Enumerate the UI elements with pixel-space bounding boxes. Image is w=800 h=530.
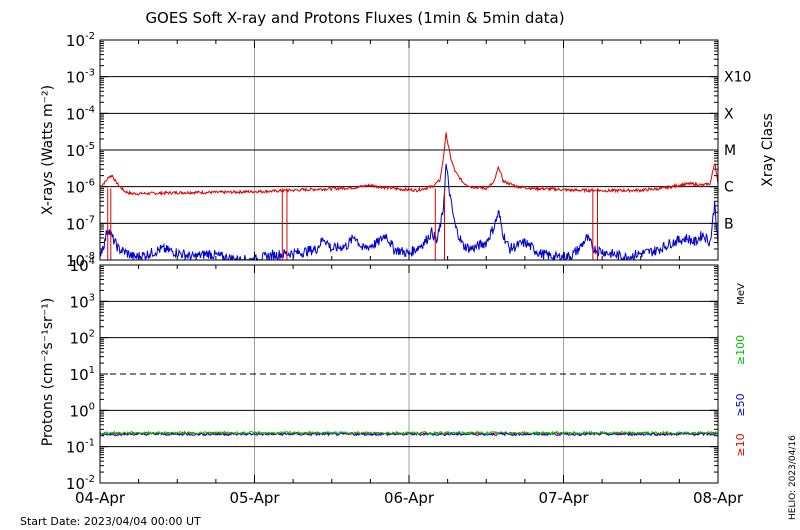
y-tick-label: 10-2 xyxy=(66,474,95,493)
xray-class-label: B xyxy=(724,216,734,232)
energy-legend-label: ≥10 xyxy=(734,433,747,456)
xray-series-line xyxy=(99,163,719,262)
y-tick-label: 10-3 xyxy=(66,68,95,87)
energy-legend-label: ≥100 xyxy=(734,335,747,365)
x-tick-label: 07-Apr xyxy=(538,489,589,507)
y-tick-base: 10 xyxy=(66,69,85,87)
xray-series-line xyxy=(99,132,719,196)
xray-class-label: X10 xyxy=(724,70,751,86)
y-tick-label: 10-1 xyxy=(66,438,95,457)
y-tick-base: 10 xyxy=(66,32,85,50)
start-date-label: Start Date: 2023/04/04 00:00 UT xyxy=(20,515,201,528)
x-tick-label: 06-Apr xyxy=(384,489,435,507)
xray-plot-frame xyxy=(99,39,719,261)
xray-class-label: C xyxy=(724,180,734,196)
xray-class-label: M xyxy=(724,143,736,159)
helio-credit: HELIO: 2023/04/16 xyxy=(788,435,798,520)
y-tick-base: 10 xyxy=(66,105,85,123)
y-tick-label: 103 xyxy=(70,292,95,311)
y-tick-exponent: -2 xyxy=(85,474,95,485)
y-tick-exponent: -5 xyxy=(85,141,95,152)
proton-y-axis-label: Protons (cm⁻²s⁻¹sr⁻¹) xyxy=(40,298,56,447)
y-tick-label: 10-7 xyxy=(66,214,95,233)
y-tick-base: 10 xyxy=(66,475,85,493)
y-tick-label: 10-2 xyxy=(66,31,95,50)
y-tick-exponent: -6 xyxy=(85,178,95,189)
y-tick-base: 10 xyxy=(66,179,85,197)
y-tick-base: 10 xyxy=(70,366,89,384)
y-tick-base: 10 xyxy=(70,330,89,348)
y-tick-label: 10-5 xyxy=(66,141,95,160)
energy-legend-label: ≥50 xyxy=(734,393,747,416)
y-tick-label: 102 xyxy=(70,329,95,348)
y-tick-exponent: -4 xyxy=(85,104,95,115)
y-tick-base: 10 xyxy=(70,257,89,275)
x-tick-label: 05-Apr xyxy=(229,489,280,507)
y-tick-base: 10 xyxy=(66,252,85,270)
y-tick-exponent: -1 xyxy=(85,438,95,449)
y-tick-base: 10 xyxy=(66,142,85,160)
proton-plot-frame xyxy=(99,264,719,484)
y-tick-exponent: -3 xyxy=(85,68,95,79)
y-tick-exponent: -7 xyxy=(85,214,95,225)
xray-class-axis-label: Xray Class xyxy=(760,113,776,187)
y-tick-exponent: 1 xyxy=(89,365,95,376)
xray-class-label: X xyxy=(724,106,734,122)
y-tick-label: 10-6 xyxy=(66,178,95,197)
y-tick-label: 10-8 xyxy=(66,251,95,270)
y-tick-exponent: 4 xyxy=(89,256,95,267)
proton-series-line xyxy=(99,430,719,436)
y-tick-exponent: 3 xyxy=(89,292,95,303)
y-tick-exponent: 0 xyxy=(89,401,95,412)
y-tick-exponent: -8 xyxy=(85,251,95,262)
x-tick-label: 04-Apr xyxy=(75,489,126,507)
y-tick-base: 10 xyxy=(70,402,89,420)
y-tick-exponent: 2 xyxy=(89,329,95,340)
xray-y-axis-label: X-rays (Watts m⁻²) xyxy=(40,85,56,215)
energy-unit-label: MeV xyxy=(736,283,747,305)
y-tick-exponent: -2 xyxy=(85,31,95,42)
x-tick-label: 08-Apr xyxy=(693,489,744,507)
y-tick-label: 10-4 xyxy=(66,104,95,123)
chart-title: GOES Soft X-ray and Protons Fluxes (1min… xyxy=(145,9,564,27)
y-tick-label: 101 xyxy=(70,365,95,384)
y-tick-base: 10 xyxy=(66,439,85,457)
y-tick-base: 10 xyxy=(66,215,85,233)
y-tick-label: 100 xyxy=(70,401,95,420)
y-tick-base: 10 xyxy=(70,293,89,311)
y-tick-label: 104 xyxy=(70,256,95,275)
